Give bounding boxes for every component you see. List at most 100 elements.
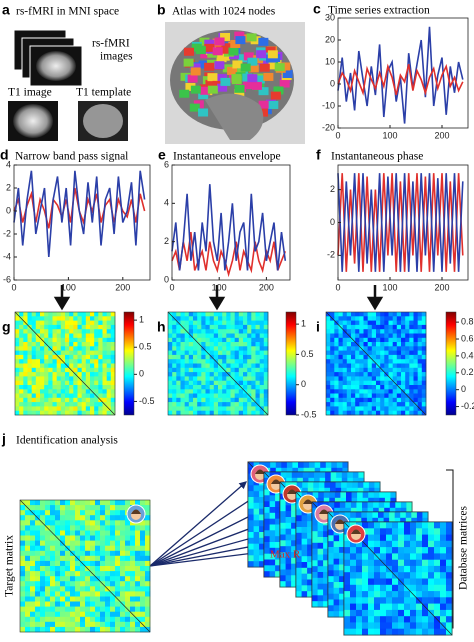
matrix-cell	[45, 545, 51, 552]
matrix-cell	[255, 337, 260, 343]
matrix-cell	[55, 621, 61, 628]
matrix-cell	[55, 520, 61, 526]
matrix-cell	[197, 402, 202, 407]
matrix-cell	[297, 472, 304, 479]
y-tick-label: 6	[164, 159, 169, 169]
matrix-cell	[410, 622, 417, 629]
matrix-cell	[417, 397, 423, 403]
matrix-cell	[56, 337, 62, 343]
matrix-cell	[213, 402, 219, 407]
matrix-cell	[176, 372, 181, 377]
matrix-cell	[301, 527, 308, 534]
matrix-cell	[334, 312, 339, 317]
matrix-cell	[251, 389, 256, 394]
matrix-cell	[269, 536, 276, 543]
matrix-cell	[384, 376, 389, 381]
matrix-cell	[45, 596, 51, 602]
matrix-cell	[226, 406, 231, 411]
matrix-cell	[193, 367, 198, 373]
matrix-cell	[20, 550, 26, 557]
matrix-cell	[94, 333, 99, 339]
matrix	[167, 311, 269, 416]
matrix-cell	[409, 337, 414, 343]
axes-box	[337, 17, 469, 129]
matrix-cell	[110, 337, 116, 343]
matrix-cell	[409, 367, 414, 373]
matrix-cell	[70, 596, 76, 602]
matrix-cell	[405, 333, 410, 339]
parcel	[280, 62, 291, 71]
matrix-cell	[180, 389, 185, 394]
matrix-cell	[255, 320, 260, 326]
matrix-cell	[52, 333, 57, 339]
matrix-cell	[75, 596, 81, 602]
matrix-cell	[368, 497, 375, 504]
matrix-cell	[446, 547, 453, 554]
matrix-cell	[176, 363, 181, 369]
matrix-cell	[102, 380, 107, 386]
matrix-cell	[125, 560, 131, 567]
matrix-cell	[56, 410, 62, 416]
matrix-cell	[446, 522, 453, 529]
matrix-cell	[30, 505, 36, 511]
matrix-cell	[30, 586, 36, 592]
matrix-cell	[95, 500, 101, 506]
matrix-cell	[25, 606, 31, 612]
matrix-cell	[222, 337, 227, 343]
matrix-cell	[359, 410, 364, 416]
matrix-cell	[209, 337, 215, 343]
matrix-cell	[275, 467, 282, 474]
matrix-cell	[56, 372, 62, 377]
matrix-cell	[95, 581, 101, 587]
matrix-cell	[434, 522, 441, 529]
matrix-cell	[188, 376, 194, 381]
matrix-cell	[413, 350, 418, 356]
matrix-cell	[105, 510, 111, 516]
matrix-cell	[234, 402, 240, 407]
matrix-cell	[373, 492, 380, 499]
matrix-cell	[60, 406, 66, 411]
matrix-cell	[30, 530, 36, 536]
matrix-cell	[248, 555, 254, 562]
matrix-cell	[213, 324, 219, 330]
matrix-cell	[296, 482, 303, 489]
matrix-cell	[60, 505, 66, 511]
matrix-cell	[255, 385, 260, 390]
matrix-cell	[23, 367, 28, 373]
matrix-cell	[358, 472, 365, 479]
matrix-cell	[392, 350, 398, 356]
matrix-cell	[380, 597, 387, 604]
matrix-cell	[404, 597, 411, 604]
matrix-cell	[263, 397, 269, 403]
matrix-cell	[180, 397, 185, 403]
matrix-cell	[251, 372, 256, 377]
matrix-cell	[80, 606, 86, 612]
matrix-cell	[413, 376, 418, 381]
matrix-cell	[31, 350, 37, 356]
avatar-hair	[287, 489, 297, 494]
matrix-cell	[23, 316, 28, 321]
matrix-cell	[234, 342, 240, 347]
matrix-cell	[342, 359, 348, 364]
matrix-cell	[100, 520, 106, 526]
matrix-cell	[81, 385, 87, 390]
matrix-cell	[135, 596, 141, 602]
matrix-cell	[413, 346, 418, 351]
matrix-cell	[363, 402, 368, 407]
matrix-cell	[378, 512, 384, 519]
matrix-cell	[301, 492, 308, 499]
matrix-cell	[106, 324, 112, 330]
matrix-cell	[135, 576, 141, 582]
matrix-cell	[362, 492, 369, 499]
matrix-cell	[401, 372, 406, 377]
matrix-cell	[384, 497, 391, 504]
matrix-cell	[95, 505, 101, 511]
matrix-cell	[115, 621, 121, 628]
matrix-cell	[85, 333, 91, 339]
matrix-cell	[197, 363, 202, 369]
matrix-cell	[110, 397, 116, 403]
matrix-cell	[350, 512, 357, 519]
matrix-cell	[213, 385, 219, 390]
matrix-cell	[388, 385, 393, 390]
matrix-cell	[417, 385, 423, 390]
